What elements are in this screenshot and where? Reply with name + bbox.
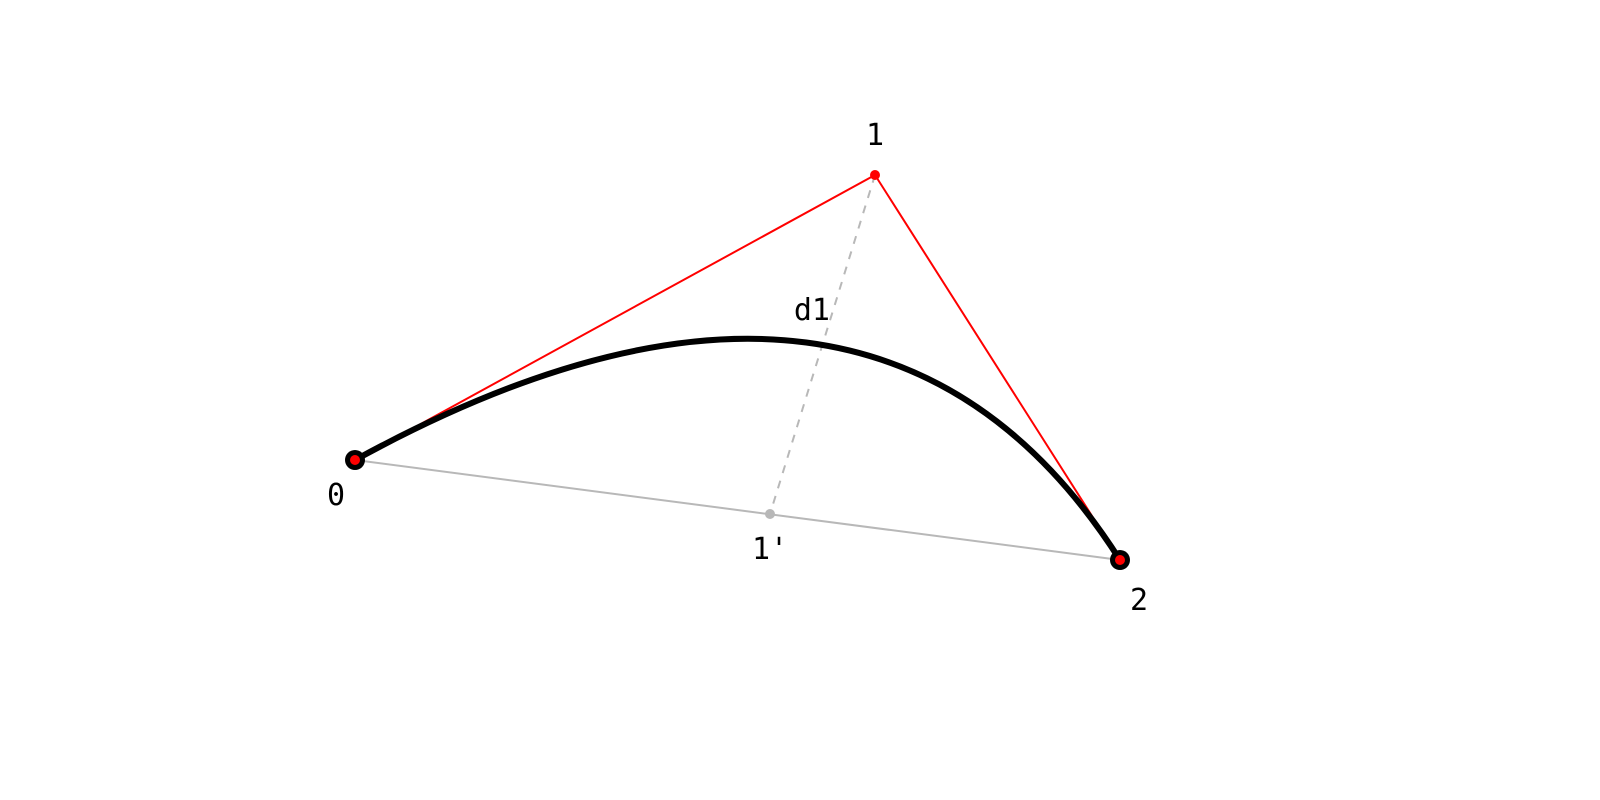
label-2: 2 [1130,583,1148,618]
point-0 [350,455,360,465]
point-1 [870,170,880,180]
label-d1: d1 [794,293,830,328]
point-2 [1115,555,1125,565]
point-1prime [765,509,775,519]
control-polygon [355,175,1120,560]
baseline-0-2 [355,460,1120,560]
label-1prime: 1' [752,532,788,567]
bezier-curve [355,339,1120,560]
label-1: 1 [866,118,884,153]
label-0: 0 [327,478,345,513]
